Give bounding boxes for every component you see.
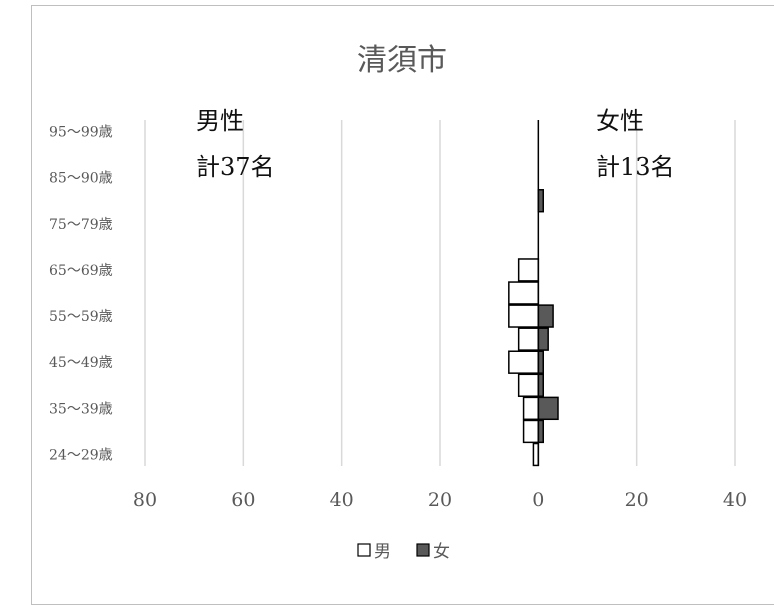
- bar-female: [537, 327, 549, 351]
- chart-canvas: 80 60 40 20 0 20 40 24～29歳 35～39歳 45～49歳 55～59歳 65～…: [49, 43, 747, 562]
- x-tick-label: 40: [330, 489, 354, 511]
- bar-male: [522, 419, 540, 444]
- male-total: 計37名: [196, 153, 275, 181]
- legend: 男 女: [357, 542, 450, 562]
- bar-male: [517, 327, 540, 351]
- x-tick-label: 80: [133, 489, 157, 511]
- chart-title: 清須市: [357, 43, 447, 78]
- bar-male: [517, 258, 540, 282]
- legend-swatch-male: [357, 543, 371, 557]
- grid-lines: [144, 120, 736, 466]
- x-tick-label: 20: [428, 489, 452, 511]
- bar-male: [508, 281, 540, 305]
- bar-male: [517, 373, 540, 397]
- x-tick-label: 20: [625, 489, 649, 511]
- female-label: 女性: [596, 107, 644, 135]
- tick-labels: 80 60 40 20 0 20 40 24～29歳 35～39歳 45～49歳 55～59歳 65～…: [49, 125, 747, 511]
- bar-male: [508, 350, 540, 374]
- female-total: 計13名: [596, 153, 675, 181]
- y-tick-label: 35～39歳: [49, 401, 113, 417]
- y-tick-label: 75～79歳: [49, 217, 113, 233]
- bars: [508, 189, 559, 467]
- bar-male: [522, 396, 540, 421]
- y-tick-label: 65～69歳: [49, 263, 113, 279]
- y-tick-label: 55～59歳: [49, 309, 113, 325]
- legend-label-male: 男: [374, 542, 391, 562]
- chart-frame: [31, 5, 774, 605]
- bar-female: [537, 304, 554, 328]
- male-label: 男性: [196, 107, 244, 135]
- legend-label-female: 女: [433, 542, 450, 562]
- legend-swatch-female: [416, 543, 430, 557]
- y-tick-label: 24～29歳: [49, 447, 113, 463]
- x-tick-label: 60: [231, 489, 255, 511]
- bar-male: [508, 304, 540, 328]
- y-tick-label: 45～49歳: [49, 355, 113, 371]
- y-tick-label: 95～99歳: [49, 125, 113, 141]
- x-tick-label: 40: [723, 489, 747, 511]
- x-tick-label: 0: [532, 489, 544, 511]
- bar-female: [537, 396, 559, 421]
- y-tick-label: 85～90歳: [49, 171, 113, 187]
